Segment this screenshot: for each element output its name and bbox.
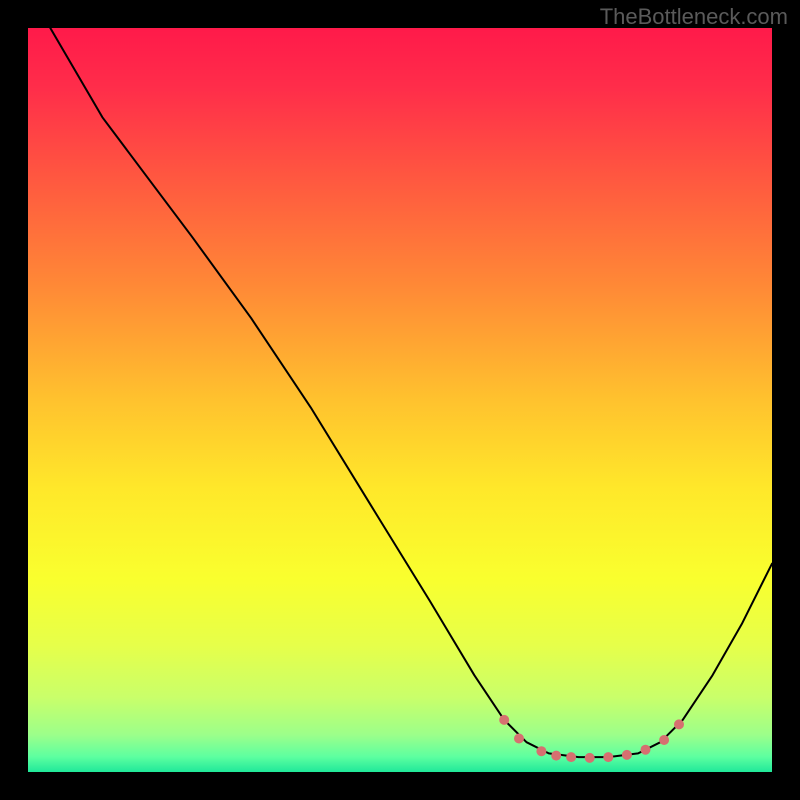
curve-marker: [603, 752, 613, 762]
chart-curve-layer: [28, 28, 772, 772]
curve-marker: [641, 745, 651, 755]
curve-marker: [566, 752, 576, 762]
curve-marker: [514, 734, 524, 744]
curve-markers-group: [499, 715, 684, 763]
chart-plot-area: [28, 28, 772, 772]
curve-marker: [585, 753, 595, 763]
curve-marker: [674, 719, 684, 729]
watermark-text: TheBottleneck.com: [600, 4, 788, 30]
curve-marker: [551, 751, 561, 761]
curve-marker: [659, 735, 669, 745]
curve-marker: [622, 750, 632, 760]
curve-marker: [499, 715, 509, 725]
bottleneck-curve: [50, 28, 772, 757]
curve-marker: [536, 746, 546, 756]
